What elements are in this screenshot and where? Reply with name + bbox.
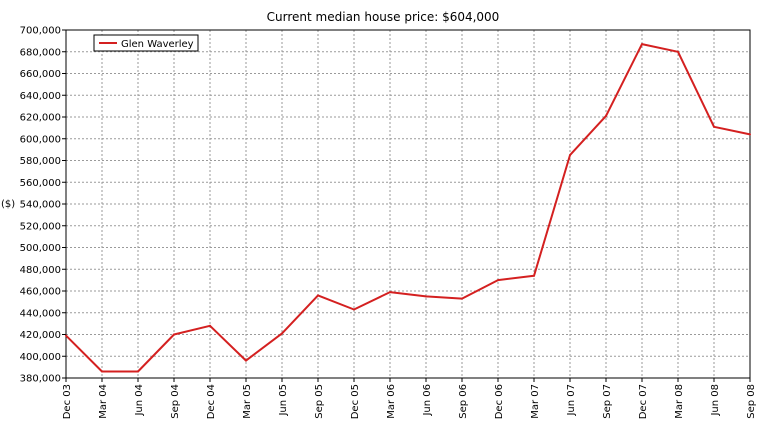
y-tick-label: 540,000 [20, 200, 61, 211]
y-tick-label: 480,000 [20, 265, 61, 276]
grid-lines [66, 30, 750, 378]
data-point [461, 297, 463, 300]
x-tick-label: Jun 08 [710, 384, 721, 417]
y-tick-label: 700,000 [20, 26, 61, 37]
data-point [101, 370, 103, 373]
x-tick-label: Dec 05 [350, 384, 361, 419]
x-axis-ticks: Dec 03 Mar 04 Jun 04 Sep 04 Dec 04 Mar 05 Jun … [62, 378, 757, 419]
data-point [497, 279, 499, 282]
legend-entry-label: Glen Waverley [121, 39, 194, 50]
data-point [677, 50, 679, 53]
y-tick-label: 380,000 [20, 374, 61, 385]
x-tick-label: Sep 05 [314, 384, 325, 419]
y-tick-label: 440,000 [20, 308, 61, 319]
data-point [641, 43, 643, 46]
data-point [65, 334, 67, 337]
y-tick-label: 460,000 [20, 287, 61, 298]
x-tick-label: Dec 03 [62, 384, 73, 419]
y-tick-label: 600,000 [20, 134, 61, 145]
data-point [317, 294, 319, 297]
y-axis-ticks: 380,000 400,000 420,000 440,000 460,000 480,0… [20, 26, 66, 385]
x-tick-label: Dec 07 [638, 384, 649, 419]
x-tick-label: Dec 06 [494, 384, 505, 419]
data-point [281, 332, 283, 335]
data-point [245, 359, 247, 362]
x-tick-label: Jun 07 [566, 384, 577, 417]
y-tick-label: 580,000 [20, 156, 61, 167]
x-tick-label: Sep 08 [746, 384, 757, 419]
y-axis-label: ($) [1, 199, 15, 210]
data-point [749, 133, 751, 136]
data-point [137, 370, 139, 373]
y-tick-label: 560,000 [20, 178, 61, 189]
data-point [569, 154, 571, 157]
x-tick-label: Jun 04 [134, 384, 145, 417]
data-point [533, 274, 535, 277]
x-tick-label: Sep 07 [602, 384, 613, 419]
y-tick-label: 520,000 [20, 221, 61, 232]
x-tick-label: Mar 05 [242, 384, 253, 419]
data-point [389, 291, 391, 294]
y-tick-label: 680,000 [20, 47, 61, 58]
data-point [713, 125, 715, 128]
data-point [353, 308, 355, 311]
legend-box [93, 34, 199, 52]
x-tick-label: Jun 05 [278, 384, 289, 417]
y-tick-label: 400,000 [20, 352, 61, 363]
series-lines [65, 43, 751, 373]
chart-title: Current median house price: $604,000 [267, 10, 500, 24]
y-tick-label: 420,000 [20, 330, 61, 341]
x-tick-label: Dec 04 [206, 384, 217, 419]
y-tick-label: 640,000 [20, 91, 61, 102]
data-point [173, 333, 175, 336]
series-line [65, 43, 751, 373]
x-tick-label: Sep 06 [458, 384, 469, 419]
x-tick-label: Mar 07 [530, 384, 541, 419]
x-tick-label: Mar 08 [674, 384, 685, 419]
data-point [209, 324, 211, 327]
x-tick-label: Mar 04 [98, 384, 109, 419]
data-point [425, 295, 427, 298]
x-tick-label: Jun 06 [422, 384, 433, 417]
x-tick-label: Mar 06 [386, 384, 397, 419]
x-tick-label: Sep 04 [170, 384, 181, 419]
y-tick-label: 620,000 [20, 113, 61, 124]
y-tick-label: 500,000 [20, 243, 61, 254]
legend: Glen Waverley [93, 34, 199, 52]
y-tick-label: 660,000 [20, 69, 61, 80]
data-point [605, 114, 607, 117]
